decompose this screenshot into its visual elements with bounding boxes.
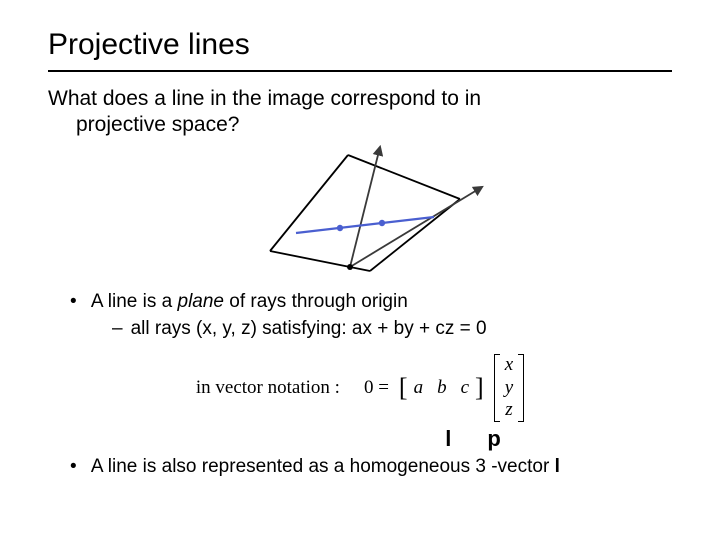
bracket-right-icon: ] [475, 375, 484, 401]
slide-title: Projective lines [48, 28, 672, 72]
vector-labels: l p [274, 426, 672, 452]
label-p: p [487, 426, 500, 452]
question-line2: projective space? [48, 112, 672, 138]
col-vector-p: x y z [494, 354, 524, 422]
question-text: What does a line in the image correspond… [48, 86, 672, 139]
question-line1: What does a line in the image correspond… [48, 87, 481, 110]
rowvec-b: b [437, 377, 447, 399]
bullet2-prefix: A line is also represented as a homogene… [91, 456, 555, 477]
projective-diagram [230, 141, 490, 281]
colvec-x: x [505, 354, 513, 377]
vector-equation: in vector notation : 0 = [ a b c ] x y z [196, 354, 524, 422]
bullet-plane-of-rays: A line is a plane of rays through origin [48, 289, 672, 315]
bullet1-prefix: A line is a [91, 291, 178, 312]
bracket-left-icon: [ [399, 375, 408, 401]
rowvec-c: c [461, 377, 469, 399]
equation-container: in vector notation : 0 = [ a b c ] x y z [48, 354, 672, 422]
eq-lhs: 0 = [364, 377, 389, 399]
bullet2-bold: l [555, 456, 560, 477]
eq-label: in vector notation : [196, 377, 340, 399]
label-l: l [445, 426, 451, 452]
diagram-container [48, 141, 672, 281]
bullet1-italic: plane [178, 291, 225, 312]
subbullet-equation: all rays (x, y, z) satisfying: ax + by +… [48, 316, 672, 342]
colvec-z: z [505, 399, 513, 422]
bullet1-suffix: of rays through origin [224, 291, 408, 312]
row-vector-l: [ a b c ] [399, 375, 484, 401]
rowvec-a: a [414, 377, 424, 399]
body-content: A line is a plane of rays through origin… [48, 289, 672, 342]
bullet-homogeneous-vector: A line is also represented as a homogene… [48, 456, 672, 478]
big-bracket-right-icon [518, 354, 524, 422]
colvec-y: y [505, 377, 513, 400]
